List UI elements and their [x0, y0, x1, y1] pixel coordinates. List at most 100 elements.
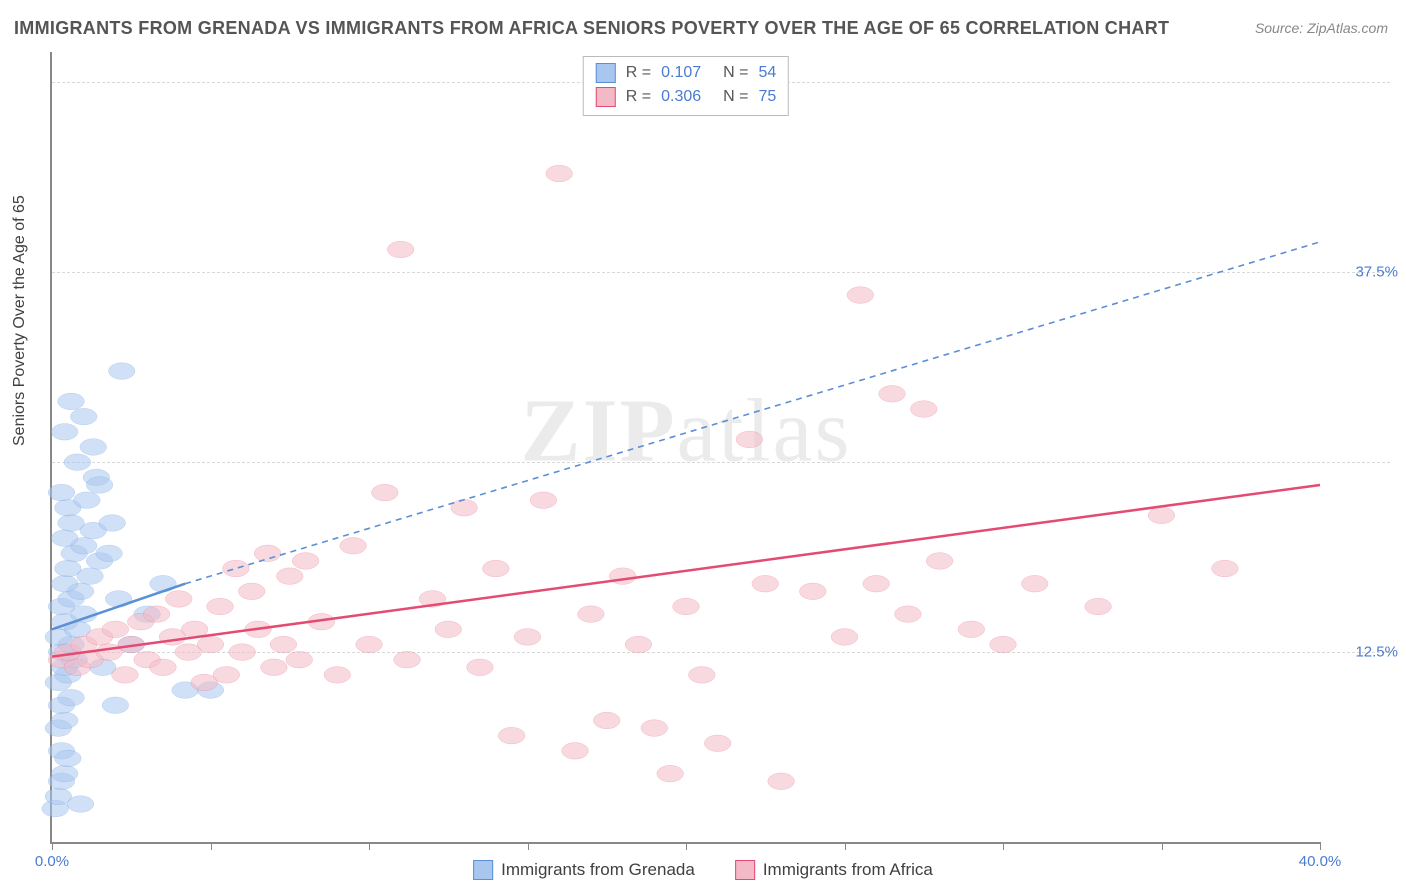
data-point-africa [102, 621, 129, 638]
data-point-africa [673, 598, 700, 615]
data-point-africa [276, 568, 303, 585]
data-point-grenada [96, 545, 123, 562]
data-point-africa [926, 553, 953, 570]
data-point-africa [546, 165, 573, 182]
data-point-africa [530, 492, 557, 509]
data-point-africa [799, 583, 826, 600]
data-point-grenada [80, 439, 107, 456]
swatch-africa [735, 860, 755, 880]
data-point-africa [1148, 507, 1175, 524]
source-prefix: Source: [1255, 20, 1307, 36]
data-point-grenada [58, 393, 85, 410]
legend-row-africa: R = 0.306 N = 75 [596, 85, 776, 109]
data-point-grenada [55, 750, 82, 767]
data-point-africa [165, 591, 192, 608]
r-label: R = [626, 61, 651, 85]
data-point-africa [292, 553, 319, 570]
data-point-africa [238, 583, 265, 600]
data-point-africa [958, 621, 985, 638]
data-point-africa [831, 629, 858, 646]
data-point-africa [768, 773, 795, 790]
series-legend: Immigrants from Grenada Immigrants from … [473, 860, 933, 880]
data-point-africa [229, 644, 256, 661]
data-point-africa [270, 636, 297, 653]
data-point-africa [197, 636, 224, 653]
legend-item-africa: Immigrants from Africa [735, 860, 933, 880]
data-point-grenada [108, 363, 135, 380]
data-point-africa [482, 560, 509, 577]
swatch-grenada [596, 63, 616, 83]
data-point-africa [1085, 598, 1112, 615]
data-point-africa [578, 606, 605, 623]
data-point-africa [112, 667, 139, 684]
y-tick-label: 12.5% [1355, 644, 1398, 661]
data-point-africa [910, 401, 937, 418]
data-point-grenada [55, 560, 82, 577]
data-point-grenada [58, 515, 85, 532]
data-point-africa [324, 667, 351, 684]
n-value-africa: 75 [758, 85, 776, 109]
r-value-africa: 0.306 [661, 85, 713, 109]
data-point-grenada [150, 575, 177, 592]
data-point-africa [641, 720, 668, 737]
x-tick [1320, 842, 1321, 850]
data-point-africa [562, 743, 589, 760]
data-point-africa [657, 765, 684, 782]
data-point-grenada [51, 765, 78, 782]
data-point-africa [286, 651, 313, 668]
data-point-africa [394, 651, 421, 668]
y-tick-label: 37.5% [1355, 264, 1398, 281]
data-point-grenada [64, 454, 91, 471]
data-point-grenada [67, 796, 94, 813]
data-point-africa [340, 537, 367, 554]
legend-item-grenada: Immigrants from Grenada [473, 860, 695, 880]
x-tick-label: 40.0% [1299, 853, 1342, 870]
data-point-africa [752, 575, 779, 592]
chart-title: IMMIGRANTS FROM GRENADA VS IMMIGRANTS FR… [14, 18, 1169, 39]
x-tick [369, 842, 370, 850]
x-tick [845, 842, 846, 850]
data-point-africa [435, 621, 462, 638]
data-point-africa [895, 606, 922, 623]
y-axis-label: Seniors Poverty Over the Age of 65 [11, 195, 29, 446]
trendline-dash-grenada [185, 242, 1320, 584]
data-point-africa [451, 499, 478, 516]
data-point-grenada [51, 530, 78, 547]
data-point-grenada [102, 697, 129, 714]
data-point-africa [863, 575, 890, 592]
data-point-grenada [58, 689, 85, 706]
data-point-africa [625, 636, 652, 653]
swatch-africa [596, 87, 616, 107]
x-tick [1162, 842, 1163, 850]
legend-label-africa: Immigrants from Africa [763, 860, 933, 880]
x-tick [686, 842, 687, 850]
r-value-grenada: 0.107 [661, 61, 713, 85]
data-point-grenada [99, 515, 126, 532]
data-point-africa [254, 545, 281, 562]
source-name: ZipAtlas.com [1307, 20, 1388, 36]
data-point-africa [387, 241, 414, 258]
data-point-africa [879, 386, 906, 403]
data-point-africa [593, 712, 620, 729]
chart-container: IMMIGRANTS FROM GRENADA VS IMMIGRANTS FR… [0, 0, 1406, 892]
scatter-svg [52, 52, 1320, 842]
swatch-grenada [473, 860, 493, 880]
data-point-africa [150, 659, 177, 676]
x-tick-label: 0.0% [35, 853, 69, 870]
data-point-africa [689, 667, 716, 684]
x-tick [52, 842, 53, 850]
data-point-africa [207, 598, 234, 615]
data-point-grenada [74, 492, 101, 509]
data-point-africa [356, 636, 383, 653]
data-point-africa [498, 727, 525, 744]
data-point-grenada [48, 484, 75, 501]
data-point-africa [736, 431, 763, 448]
data-point-africa [704, 735, 731, 752]
data-point-africa [847, 287, 874, 304]
data-point-africa [143, 606, 170, 623]
data-point-africa [467, 659, 494, 676]
data-point-africa [223, 560, 250, 577]
data-point-africa [990, 636, 1017, 653]
r-label: R = [626, 85, 651, 109]
n-label: N = [723, 61, 748, 85]
